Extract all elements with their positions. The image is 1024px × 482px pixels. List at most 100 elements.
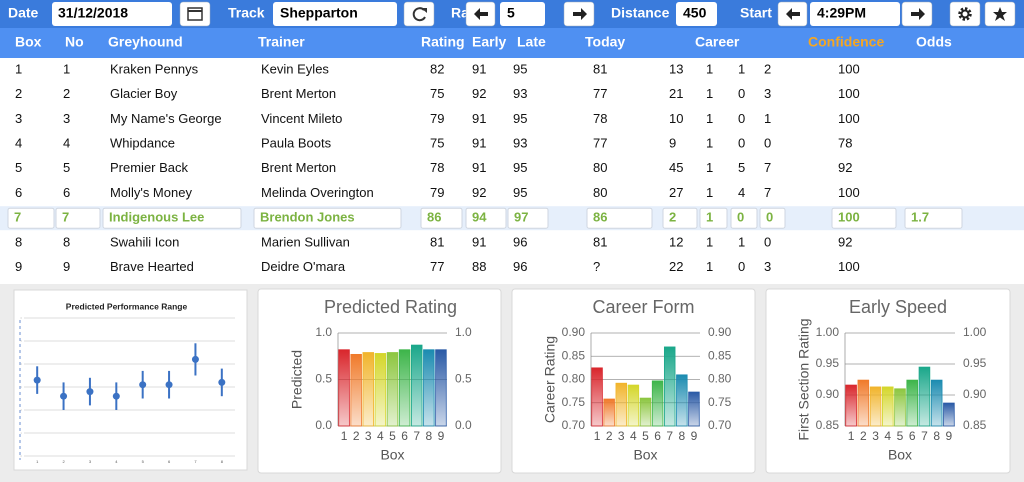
bar (894, 388, 906, 427)
bar (918, 366, 931, 427)
table-cell: 3 (764, 86, 771, 101)
bar (386, 352, 399, 427)
table-cell: 75 (430, 136, 444, 151)
table-cell: 8 (15, 234, 22, 249)
start-input[interactable] (810, 2, 900, 26)
y2-tick-label: 0.70 (708, 418, 732, 432)
distance-value: 450 (683, 5, 707, 21)
table-cell: Brent Merton (261, 160, 336, 175)
settings-button[interactable] (949, 1, 981, 27)
date-value: 31/12/2018 (58, 5, 128, 21)
bar (627, 384, 640, 427)
bar (435, 349, 447, 427)
bar (350, 353, 362, 427)
column-header: Today (585, 34, 625, 50)
table-cell: 1 (764, 111, 771, 126)
cell-box (102, 207, 242, 229)
star-icon (993, 7, 1007, 21)
table-cell: 1.7 (911, 210, 929, 225)
cell-box (831, 207, 897, 229)
x-tick-label: 6 (654, 429, 661, 443)
x-tick-label: 5 (142, 459, 145, 464)
column-header: Early (472, 34, 506, 50)
date-input[interactable] (52, 2, 172, 26)
column-header: Greyhound (108, 34, 183, 50)
bar (591, 367, 603, 427)
table-cell: 1 (706, 86, 713, 101)
table-cell: 22 (669, 259, 683, 274)
table-cell: 12 (669, 234, 683, 249)
x-tick-label: 1 (36, 459, 39, 464)
x-axis-label: Box (633, 447, 657, 463)
bar (423, 349, 435, 427)
x-tick-label: 8 (933, 429, 940, 443)
table-cell: 95 (513, 111, 527, 126)
start-value: 4:29PM (817, 5, 866, 21)
table-cell: 0 (738, 111, 745, 126)
cell-box (507, 207, 549, 229)
table-cell: 78 (430, 160, 444, 175)
calendar-button[interactable] (179, 1, 211, 27)
chart-title: Predicted Performance Range (66, 301, 188, 311)
bar (869, 386, 882, 427)
bar (882, 386, 894, 427)
y-tick-label: 0 (20, 454, 22, 458)
table-cell: 79 (430, 185, 444, 200)
y-axis-label: Career Rating (542, 336, 558, 423)
y2-tick-label: 0.90 (708, 325, 732, 339)
y-tick-label: 0.90 (562, 325, 586, 339)
column-header: Trainer (258, 34, 305, 50)
arrow-left-icon (474, 8, 488, 20)
table-cell: 79 (430, 111, 444, 126)
x-tick-label: 6 (401, 429, 408, 443)
table-cell: ? (593, 259, 600, 274)
race-input[interactable] (500, 2, 545, 26)
track-input[interactable] (273, 2, 397, 26)
table-cell: 92 (472, 185, 486, 200)
x-tick-label: 9 (946, 429, 953, 443)
table-cell: 1 (706, 160, 713, 175)
x-axis-label: Box (888, 447, 912, 463)
table-cell: Vincent Mileto (261, 111, 342, 126)
table-cell: Glacier Boy (110, 86, 178, 101)
cell-box (55, 207, 101, 229)
table-cell: Marien Sullivan (261, 234, 350, 249)
point (191, 355, 199, 363)
y-tick-label: 0.5 (315, 372, 332, 386)
table-cell: 9 (15, 259, 22, 274)
y-tick-label: 1 (20, 431, 22, 435)
table-cell: 77 (593, 86, 607, 101)
distance-input[interactable] (676, 2, 717, 26)
start-label: Start (740, 5, 772, 21)
x-tick-label: 9 (438, 429, 445, 443)
cell-box (420, 207, 463, 229)
y-tick-label: 0.85 (816, 418, 840, 432)
table-cell: 3 (15, 111, 22, 126)
bar (943, 402, 955, 427)
cell-box (7, 207, 55, 229)
table-cell: 96 (513, 259, 527, 274)
x-tick-label: 7 (194, 459, 197, 464)
x-tick-label: 3 (618, 429, 625, 443)
bar (615, 382, 628, 427)
y2-tick-label: 1.00 (963, 325, 987, 339)
table-cell: Premier Back (110, 160, 189, 175)
table-header (0, 28, 1024, 58)
table-cell: 82 (430, 61, 444, 76)
table-cell: 4 (63, 136, 70, 151)
x-axis-label: Box (380, 447, 404, 463)
x-tick-label: 2 (860, 429, 867, 443)
chart-panel (13, 289, 248, 471)
x-tick-label: 7 (921, 429, 928, 443)
y-axis-label: First Section Rating (796, 318, 812, 440)
y-tick-label: 1.00 (816, 325, 840, 339)
bar (603, 398, 615, 427)
table-cell: 86 (593, 210, 607, 225)
y2-tick-label: 0.75 (708, 395, 732, 409)
table-cell: 97 (514, 210, 528, 225)
table-cell: Kevin Eyles (261, 61, 329, 76)
table-cell: 80 (593, 185, 607, 200)
table-cell: 86 (427, 210, 441, 225)
refresh-button[interactable] (403, 1, 435, 27)
